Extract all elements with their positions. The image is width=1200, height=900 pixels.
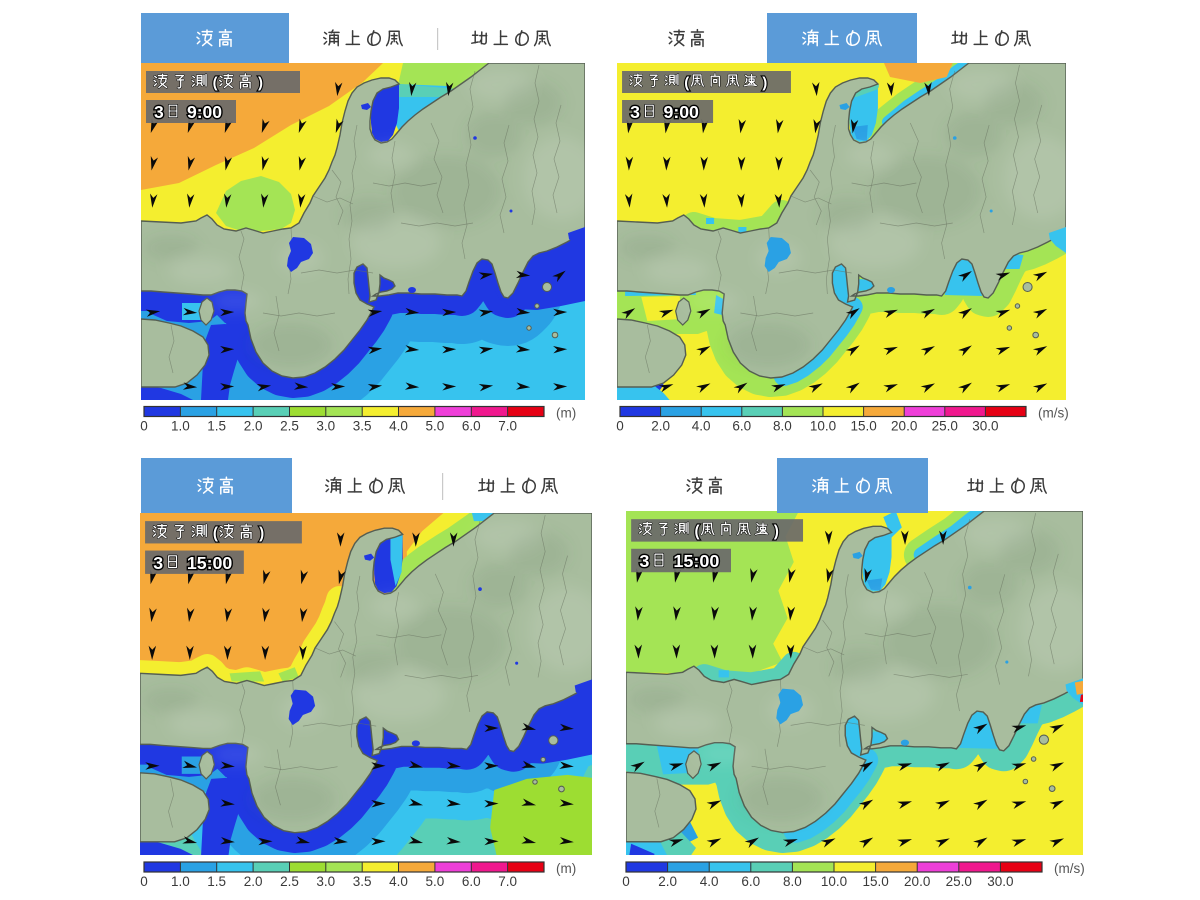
svg-text:4.0: 4.0 (389, 874, 408, 889)
svg-text:30.0: 30.0 (972, 419, 998, 434)
svg-text:6.0: 6.0 (732, 419, 751, 434)
svg-text:15:00: 15:00 (673, 551, 719, 571)
svg-text:2.0: 2.0 (651, 419, 670, 434)
svg-text:3.5: 3.5 (353, 419, 372, 434)
svg-text:4.0: 4.0 (389, 419, 408, 434)
svg-text:0: 0 (140, 419, 148, 434)
svg-text:10.0: 10.0 (821, 874, 847, 889)
svg-text:(: ( (684, 75, 689, 92)
svg-text:(m): (m) (556, 861, 576, 876)
svg-text:): ) (259, 525, 264, 542)
svg-text:3.5: 3.5 (353, 874, 372, 889)
svg-text:25.0: 25.0 (946, 874, 972, 889)
svg-text:2.0: 2.0 (658, 874, 677, 889)
svg-text:(m): (m) (556, 406, 576, 421)
svg-text:8.0: 8.0 (773, 419, 792, 434)
svg-text:2.5: 2.5 (280, 874, 299, 889)
svg-text:1.0: 1.0 (171, 419, 190, 434)
svg-text:20.0: 20.0 (891, 419, 917, 434)
svg-text:3: 3 (639, 551, 649, 571)
svg-text:(: ( (213, 75, 218, 92)
svg-text:7.0: 7.0 (498, 419, 517, 434)
svg-text:7.0: 7.0 (498, 874, 517, 889)
svg-text:10.0: 10.0 (810, 419, 836, 434)
svg-text:3.0: 3.0 (316, 419, 335, 434)
svg-text:): ) (258, 75, 263, 92)
svg-text:0: 0 (622, 874, 630, 889)
svg-text:9:00: 9:00 (664, 102, 700, 122)
svg-text:9:00: 9:00 (187, 102, 222, 122)
svg-text:4.0: 4.0 (692, 419, 711, 434)
svg-text:0: 0 (616, 419, 624, 434)
svg-text:25.0: 25.0 (932, 419, 958, 434)
svg-text:3.0: 3.0 (316, 874, 335, 889)
svg-text:15.0: 15.0 (862, 874, 888, 889)
svg-text:): ) (762, 75, 767, 92)
svg-text:5.0: 5.0 (426, 874, 445, 889)
svg-text:4.0: 4.0 (700, 874, 719, 889)
svg-text:3: 3 (153, 553, 163, 573)
svg-text:2.5: 2.5 (280, 419, 299, 434)
svg-text:6.0: 6.0 (462, 419, 481, 434)
svg-text:8.0: 8.0 (783, 874, 802, 889)
svg-text:0: 0 (140, 874, 148, 889)
svg-text:6.0: 6.0 (462, 874, 481, 889)
svg-text:1.5: 1.5 (207, 419, 226, 434)
svg-text:1.5: 1.5 (207, 874, 226, 889)
svg-text:1.0: 1.0 (171, 874, 190, 889)
svg-text:(: ( (694, 523, 700, 540)
svg-text:(: ( (213, 525, 219, 542)
svg-text:15.0: 15.0 (850, 419, 876, 434)
svg-text:(m/s): (m/s) (1054, 861, 1085, 876)
svg-text:20.0: 20.0 (904, 874, 930, 889)
svg-text:30.0: 30.0 (987, 874, 1013, 889)
svg-text:3: 3 (154, 102, 164, 122)
svg-text:2.0: 2.0 (244, 874, 263, 889)
svg-text:): ) (774, 523, 779, 540)
svg-text:3: 3 (630, 102, 640, 122)
svg-text:5.0: 5.0 (426, 419, 445, 434)
svg-text:15:00: 15:00 (187, 553, 233, 573)
svg-text:6.0: 6.0 (741, 874, 760, 889)
svg-text:2.0: 2.0 (244, 419, 263, 434)
svg-text:(m/s): (m/s) (1038, 406, 1069, 421)
